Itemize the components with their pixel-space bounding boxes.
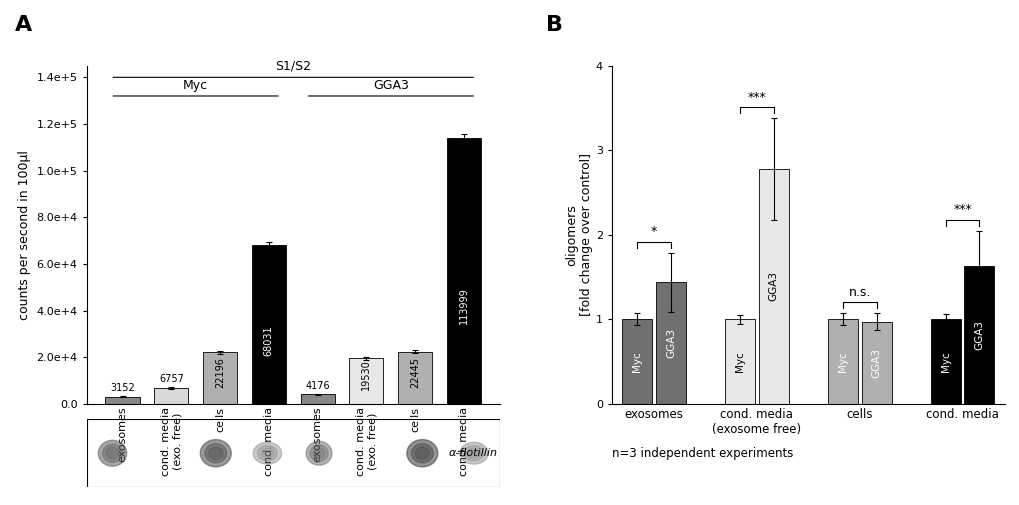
- Text: 113999: 113999: [459, 287, 469, 324]
- Ellipse shape: [205, 444, 226, 463]
- Ellipse shape: [407, 439, 437, 467]
- Text: Myc: Myc: [735, 351, 744, 372]
- Ellipse shape: [209, 447, 222, 460]
- Ellipse shape: [200, 439, 231, 467]
- Ellipse shape: [415, 447, 429, 460]
- Text: GGA3: GGA3: [373, 79, 409, 92]
- Text: α-flotillin: α-flotillin: [447, 448, 496, 458]
- Y-axis label: counts per second in 100µl: counts per second in 100µl: [18, 150, 31, 320]
- Text: GGA3: GGA3: [665, 328, 676, 358]
- Text: GGA3: GGA3: [768, 271, 777, 301]
- Text: 4176: 4176: [305, 381, 329, 391]
- Text: 3152: 3152: [110, 383, 135, 393]
- Text: 22445: 22445: [410, 358, 420, 388]
- Y-axis label: oligomers
[fold change over control]: oligomers [fold change over control]: [565, 154, 592, 316]
- Text: B: B: [545, 15, 562, 35]
- Text: Myc: Myc: [632, 351, 642, 372]
- Text: GGA3: GGA3: [871, 348, 880, 378]
- Bar: [203, 352, 237, 404]
- Text: Myc: Myc: [940, 351, 950, 372]
- Ellipse shape: [261, 448, 273, 458]
- Text: 68031: 68031: [264, 326, 273, 357]
- Ellipse shape: [310, 445, 328, 462]
- Text: 6757: 6757: [159, 375, 183, 384]
- Ellipse shape: [313, 448, 325, 459]
- Bar: [725, 319, 754, 404]
- Ellipse shape: [460, 442, 488, 464]
- Ellipse shape: [464, 445, 483, 461]
- Ellipse shape: [103, 444, 122, 462]
- Text: GGA3: GGA3: [973, 320, 983, 350]
- Text: 19530: 19530: [361, 360, 371, 390]
- Bar: [397, 351, 432, 404]
- Bar: [827, 319, 857, 404]
- Bar: [930, 319, 960, 404]
- Bar: [861, 322, 891, 404]
- Bar: [105, 396, 140, 404]
- Bar: [964, 266, 994, 404]
- Text: A: A: [15, 15, 33, 35]
- Text: Myc: Myc: [183, 79, 208, 92]
- Text: n.s.: n.s.: [848, 286, 870, 299]
- Bar: [348, 359, 383, 404]
- Bar: [301, 394, 334, 404]
- Text: Myc: Myc: [838, 351, 847, 372]
- Ellipse shape: [411, 444, 433, 463]
- Ellipse shape: [257, 445, 277, 461]
- Bar: [446, 138, 481, 404]
- Text: ***: ***: [953, 203, 971, 216]
- Text: ***: ***: [747, 91, 765, 104]
- Ellipse shape: [98, 440, 126, 466]
- Ellipse shape: [253, 442, 281, 464]
- Bar: [655, 282, 685, 404]
- Text: 22196: 22196: [215, 358, 225, 388]
- Ellipse shape: [467, 448, 480, 458]
- Bar: [154, 388, 189, 404]
- Text: n=3 independent experiments: n=3 independent experiments: [611, 447, 793, 460]
- Text: *: *: [650, 225, 656, 238]
- Ellipse shape: [106, 447, 119, 459]
- Text: S1/S2: S1/S2: [275, 60, 311, 73]
- Bar: [252, 245, 285, 404]
- Bar: [758, 169, 788, 404]
- Ellipse shape: [306, 441, 331, 465]
- Bar: [622, 319, 651, 404]
